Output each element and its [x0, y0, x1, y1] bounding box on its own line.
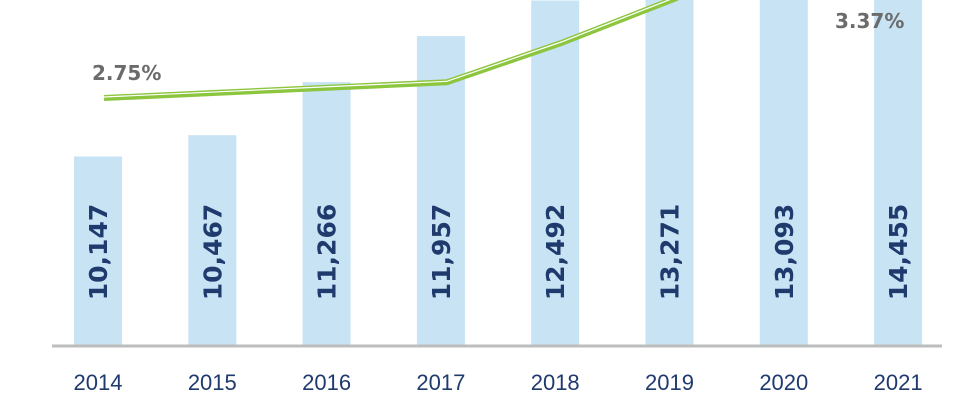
- bar-2019: [645, 0, 694, 346]
- bar-value-label-2016: 11,266: [313, 204, 342, 300]
- percentage-line-outline: [103, 0, 679, 101]
- bar-2020: [759, 0, 808, 346]
- bar-value-label-2020: 13,093: [770, 204, 799, 300]
- bar-value-label-2018: 12,492: [541, 204, 570, 300]
- bar-value-label-2014: 10,147: [84, 204, 113, 300]
- bar-2015: [188, 135, 237, 346]
- x-tick-label-2019: 2019: [645, 370, 694, 395]
- bar-2018: [531, 0, 580, 346]
- x-tick-label-2021: 2021: [874, 370, 923, 395]
- bar-2021: [874, 0, 923, 347]
- bar-2016: [302, 82, 351, 346]
- x-axis-ticks: 2014 2015 2016 2017 2018 2019 2020 2021: [74, 370, 923, 395]
- x-tick-label-2017: 2017: [416, 370, 465, 395]
- percentage-line-group: [103, 0, 679, 101]
- bar-value-label-2015: 10,467: [198, 204, 227, 300]
- first-percentage-label: 2.75%: [92, 61, 161, 85]
- bars-group: 10,147 10,467 11,266 11,957 12,492 13,271 13,0…: [74, 0, 923, 347]
- bar-value-label-2017: 11,957: [427, 204, 456, 300]
- bar-value-label-2021: 14,455: [884, 204, 913, 300]
- x-tick-label-2018: 2018: [531, 370, 580, 395]
- bar-2014: [74, 156, 122, 346]
- last-percentage-label: 3.37%: [835, 9, 904, 33]
- x-tick-label-2020: 2020: [759, 370, 808, 395]
- x-tick-label-2015: 2015: [188, 370, 237, 395]
- x-tick-label-2016: 2016: [302, 370, 351, 395]
- bar-value-label-2019: 13,271: [656, 204, 685, 300]
- percentage-line-highlight: [103, 0, 671, 98]
- x-tick-label-2014: 2014: [74, 370, 123, 395]
- bar-2017: [416, 36, 465, 346]
